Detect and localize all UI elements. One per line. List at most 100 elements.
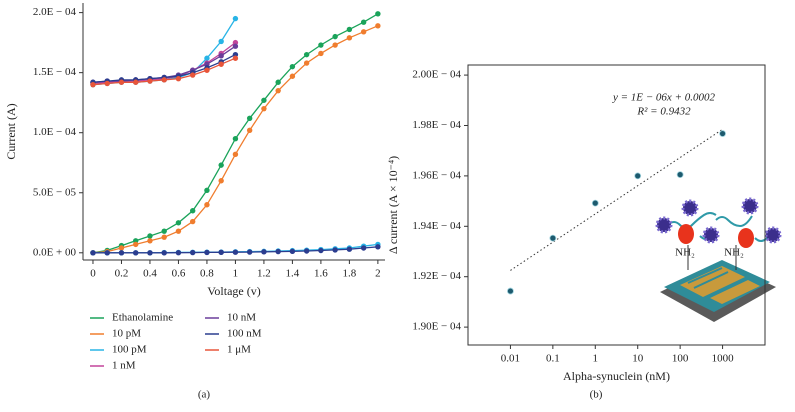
data-point — [204, 67, 210, 73]
x-tick-label: 1.6 — [314, 268, 328, 280]
data-point — [375, 23, 381, 29]
data-point — [318, 50, 324, 57]
y-axis-label: Current (A) — [4, 103, 18, 159]
x-tick-label: 1 — [233, 268, 239, 280]
x-tick-label: 1 — [593, 353, 599, 365]
data-point — [218, 249, 224, 256]
data-point — [90, 250, 96, 256]
x-tick-label: 0.8 — [200, 268, 214, 280]
x-tick-label: 0.6 — [172, 268, 186, 280]
plot-frame — [467, 64, 766, 346]
x-tick-label: 0.4 — [143, 268, 157, 280]
data-point — [289, 248, 296, 255]
data-point — [360, 19, 367, 25]
y-tick-label: 1.5E − 04 — [33, 66, 77, 78]
data-point — [189, 208, 196, 214]
y-tick-label: 1.90E − 04 — [412, 321, 461, 333]
x-tick-label: 2 — [375, 268, 381, 280]
annotation: y = 1E − 06x + 0.0002 — [612, 92, 716, 104]
data-point — [161, 234, 167, 240]
x-tick-label: 0 — [90, 268, 96, 280]
x-tick-label: 100 — [672, 353, 689, 365]
y-tick-label: 1.92E − 04 — [412, 270, 461, 282]
y-tick-label: 1.0E − 04 — [33, 126, 77, 138]
x-axis-label: Voltage (v) — [207, 284, 260, 298]
data-point — [634, 172, 642, 180]
panel-label: (a) — [198, 389, 211, 401]
data-point — [133, 241, 139, 248]
data-point — [246, 249, 253, 255]
panel-label: (b) — [590, 389, 603, 401]
legend-label: 100 nM — [227, 328, 262, 340]
data-point — [218, 162, 224, 168]
data-point — [204, 202, 210, 208]
data-point — [507, 287, 514, 295]
data-point — [676, 171, 684, 179]
x-tick-label: 0.1 — [546, 353, 560, 365]
data-point — [147, 233, 153, 239]
trendline — [510, 128, 723, 271]
data-point — [204, 55, 210, 61]
x-tick-label: 1.8 — [343, 268, 357, 280]
data-point — [232, 249, 239, 255]
data-point — [118, 245, 125, 251]
data-point — [246, 115, 253, 121]
data-point — [289, 73, 296, 79]
y-tick-label: 0.0E + 00 — [33, 246, 77, 258]
data-point — [189, 72, 196, 78]
data-point — [289, 63, 296, 70]
y-tick-label: 1.94E − 04 — [412, 220, 461, 232]
legend-label: 1 nM — [112, 360, 136, 372]
x-tick-label: 0.01 — [501, 353, 520, 365]
data-point — [303, 248, 310, 254]
x-tick-label: 1.4 — [286, 268, 300, 280]
x-tick-label: 1000 — [712, 353, 735, 365]
data-point — [318, 42, 324, 48]
y-tick-label: 1.96E − 04 — [412, 169, 461, 181]
data-point — [204, 249, 210, 256]
data-point — [360, 29, 367, 35]
series-line — [92, 13, 379, 254]
data-point — [104, 80, 110, 87]
data-point — [346, 26, 353, 33]
data-point — [118, 79, 125, 85]
data-point — [218, 53, 224, 59]
data-point — [218, 61, 224, 67]
data-point — [204, 187, 210, 194]
data-point — [232, 15, 239, 22]
data-point — [275, 87, 281, 94]
data-point — [90, 81, 96, 88]
data-point — [591, 199, 599, 207]
data-point — [232, 151, 239, 158]
x-axis-label: Alpha-synuclein (nM) — [563, 369, 670, 383]
data-point — [246, 127, 253, 133]
annotation: R² = 0.9432 — [636, 106, 691, 118]
data-point — [189, 218, 196, 225]
data-point — [275, 79, 281, 85]
data-point — [375, 244, 381, 250]
data-point — [332, 42, 338, 48]
data-point — [346, 35, 353, 41]
data-point — [175, 220, 182, 226]
x-tick-label: 10 — [632, 353, 644, 365]
data-point — [261, 105, 267, 112]
data-point — [218, 178, 224, 184]
data-point — [332, 247, 338, 253]
data-point — [161, 228, 167, 234]
y-axis-label: Δ current (A × 10⁻⁴) — [386, 156, 400, 254]
data-point — [232, 136, 239, 142]
data-point — [549, 234, 557, 242]
data-point — [261, 97, 267, 103]
y-tick-label: 1.98E − 04 — [412, 119, 461, 131]
y-tick-label: 5.0E − 05 — [33, 186, 77, 198]
data-point — [147, 250, 153, 256]
x-tick-label: 1.2 — [257, 268, 271, 280]
data-point — [360, 245, 367, 251]
legend-label: 100 pM — [112, 344, 147, 356]
y-tick-label: 2.00E − 04 — [412, 69, 461, 81]
data-point — [133, 79, 139, 85]
data-point — [161, 250, 167, 256]
sensor-illustration — [655, 197, 782, 322]
legend-label: Ethanolamine — [112, 312, 173, 324]
